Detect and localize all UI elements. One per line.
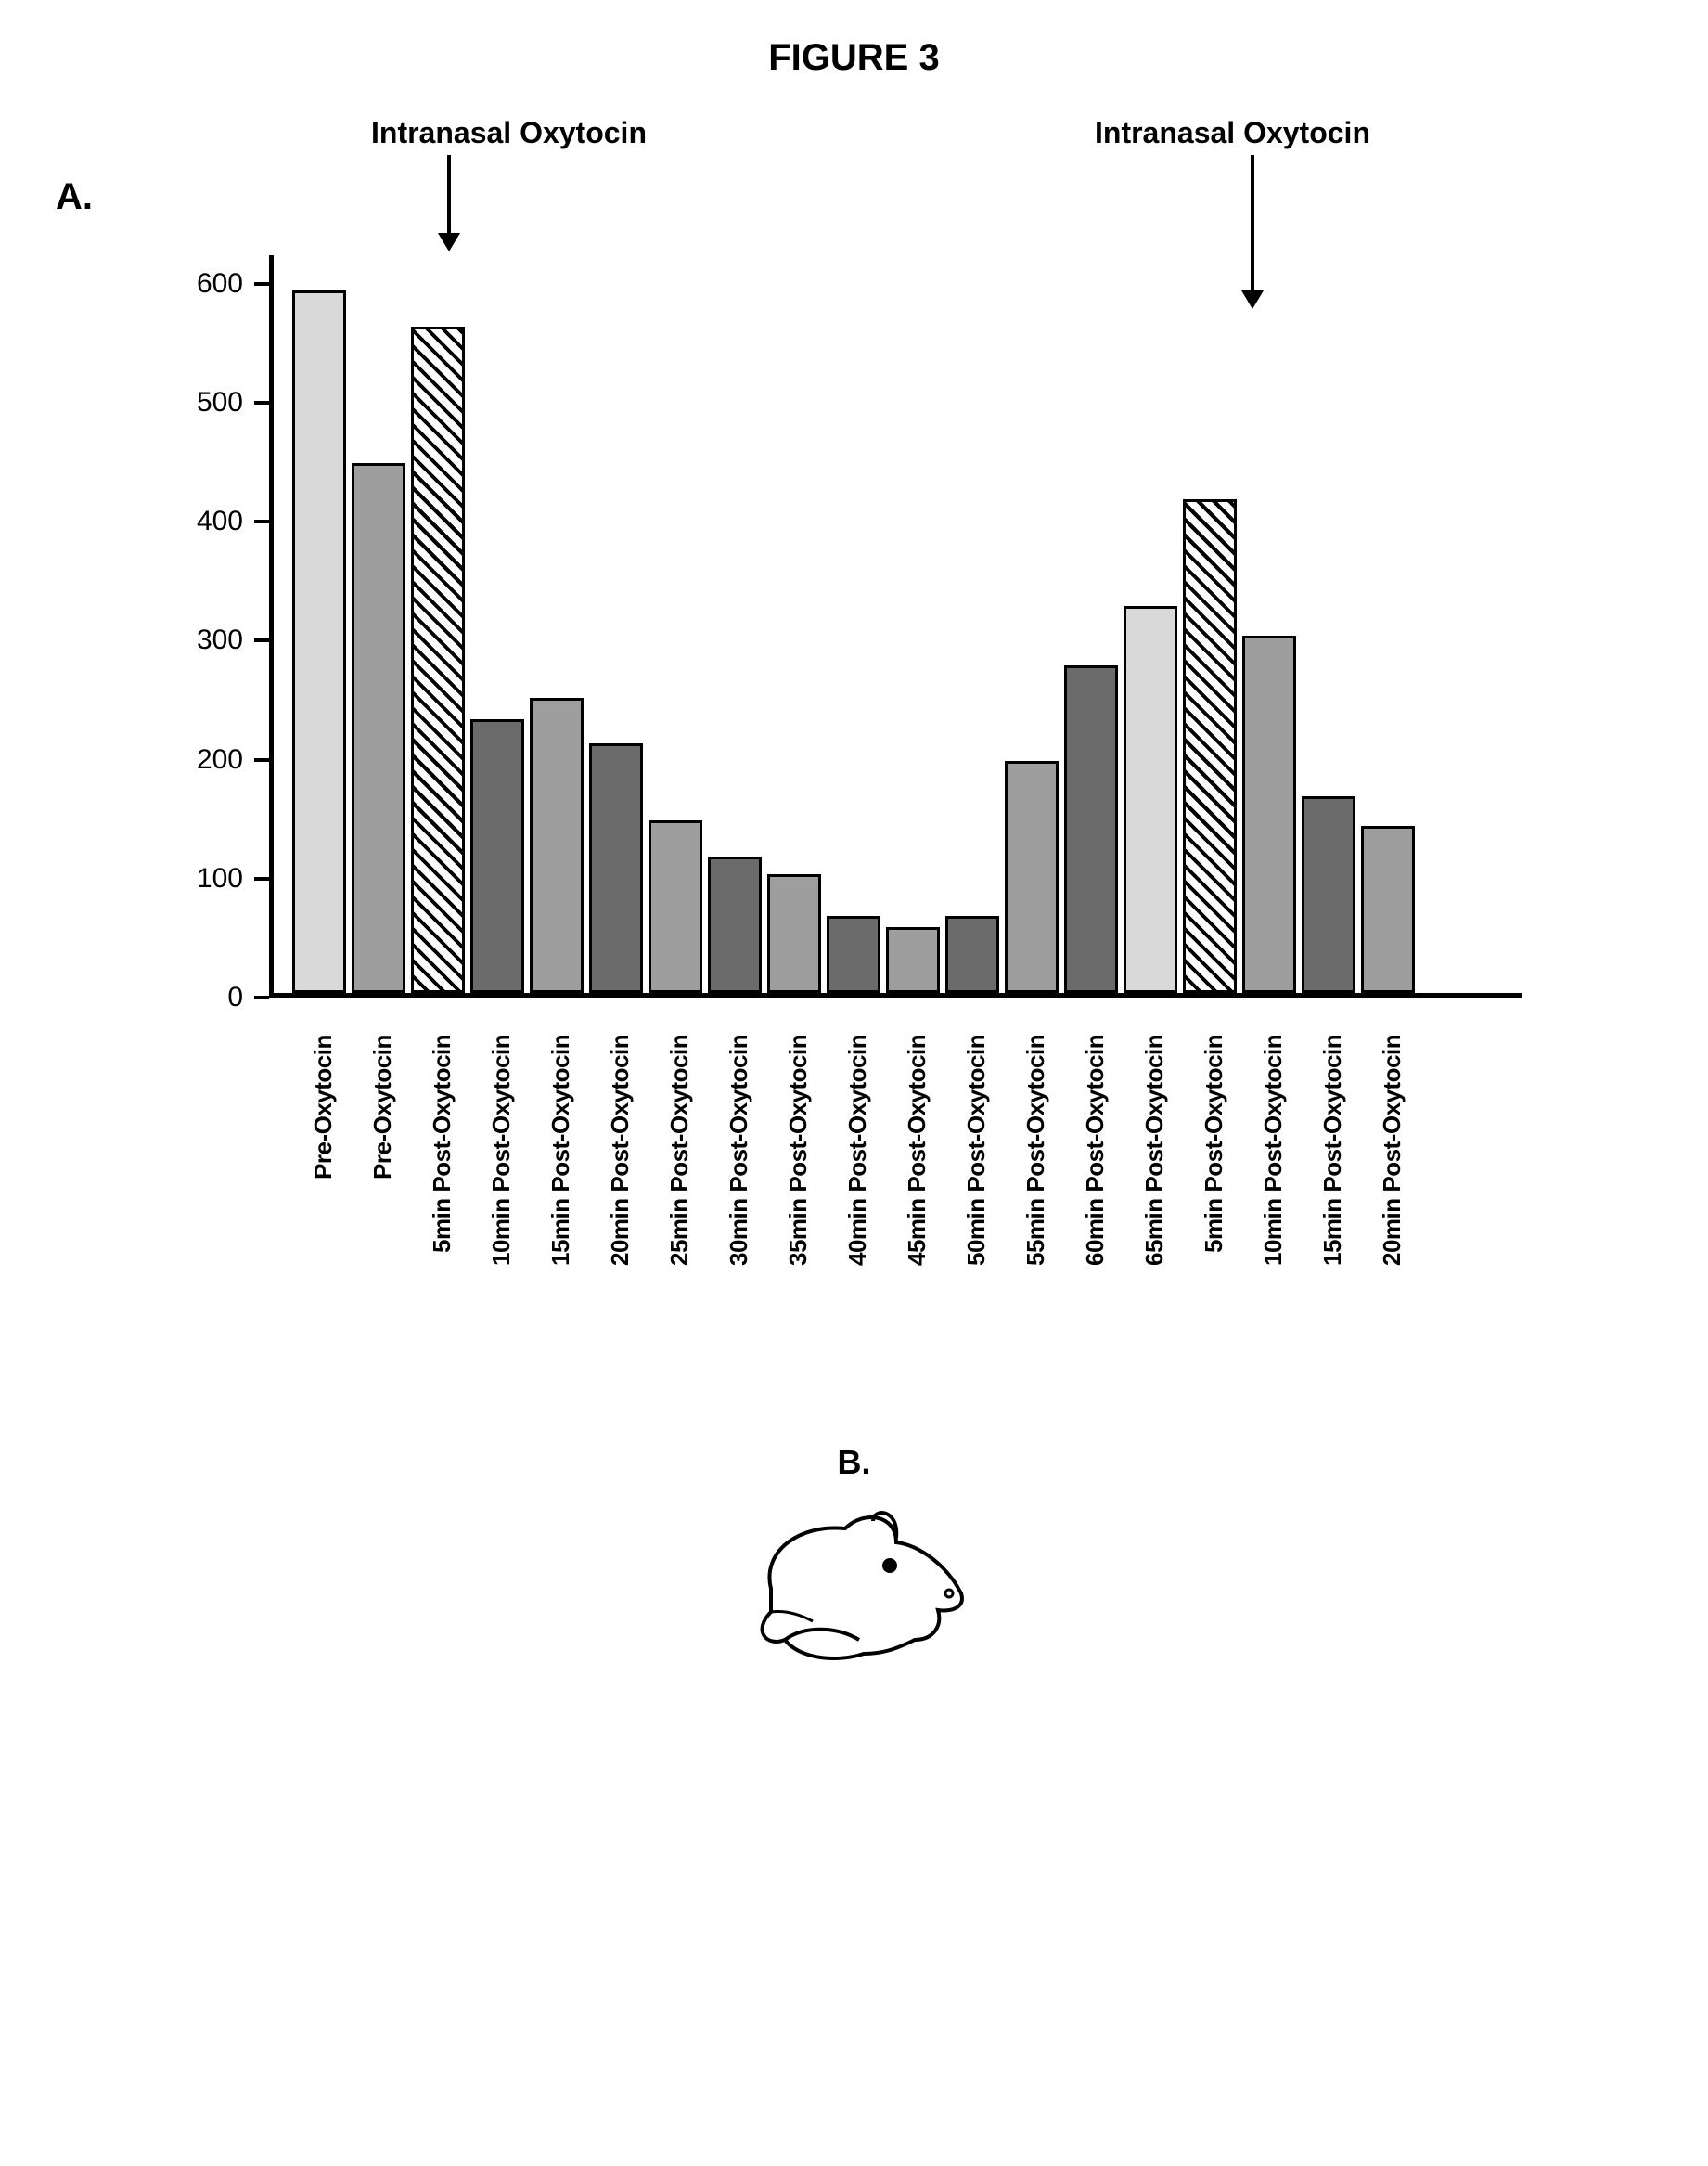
- bar: [945, 916, 999, 993]
- annotation-label: Intranasal Oxytocin: [371, 116, 647, 150]
- bar: [1183, 499, 1237, 993]
- x-tick-label: 45min Post-Oxytocin: [905, 1035, 958, 1387]
- bar: [708, 857, 762, 993]
- bar: [292, 290, 346, 993]
- x-tick-label: 10min Post-Oxytocin: [1261, 1035, 1315, 1387]
- x-tick-label: 5min Post-Oxytocin: [430, 1035, 483, 1387]
- y-tick-label: 200: [197, 744, 243, 776]
- bar: [411, 327, 465, 993]
- arrow-down-icon: [447, 155, 451, 237]
- bar: [827, 916, 880, 993]
- x-tick-label: 15min Post-Oxytocin: [1320, 1035, 1374, 1387]
- chart-annotations: Intranasal Oxytocin Intranasal Oxytocin: [288, 116, 1586, 227]
- x-tick-label: 5min Post-Oxytocin: [1201, 1035, 1255, 1387]
- figure-title: FIGURE 3: [37, 37, 1671, 79]
- x-tick-label: Pre-Oxytocin: [311, 1035, 365, 1387]
- bar: [767, 874, 821, 993]
- x-tick-label: 20min Post-Oxytocin: [1380, 1035, 1433, 1387]
- bar: [589, 743, 643, 993]
- x-tick-label: 50min Post-Oxytocin: [964, 1035, 1018, 1387]
- bar-chart: Action potentials/30 stimuli 01002003004…: [186, 227, 1577, 1025]
- x-axis-labels: Pre-OxytocinPre-Oxytocin5min Post-Oxytoc…: [292, 1035, 1545, 1387]
- bar: [1242, 636, 1296, 993]
- bar: [1064, 665, 1118, 993]
- x-tick-label: 20min Post-Oxytocin: [608, 1035, 661, 1387]
- figure-page: FIGURE 3 A. Intranasal OxytocinIntranasa…: [0, 0, 1708, 2166]
- x-tick-label: 35min Post-Oxytocin: [786, 1035, 840, 1387]
- bar: [470, 719, 524, 993]
- y-tick-label: 100: [197, 863, 243, 895]
- y-tick-label: 600: [197, 268, 243, 300]
- x-tick-label: 25min Post-Oxytocin: [667, 1035, 721, 1387]
- panel-b: B.: [37, 1443, 1671, 1677]
- x-tick-label: 10min Post-Oxytocin: [489, 1035, 543, 1387]
- bar: [649, 820, 702, 993]
- x-tick-label: Pre-Oxytocin: [370, 1035, 424, 1387]
- y-tick-label: 500: [197, 387, 243, 419]
- bar: [1302, 796, 1355, 993]
- x-tick-label: 55min Post-Oxytocin: [1023, 1035, 1077, 1387]
- x-tick-label: 60min Post-Oxytocin: [1083, 1035, 1137, 1387]
- bar: [1005, 761, 1059, 993]
- annotation-label: Intranasal Oxytocin: [1095, 116, 1370, 150]
- bar: [352, 463, 405, 993]
- y-tick-label: 300: [197, 625, 243, 656]
- y-tick-label: 0: [227, 982, 243, 1013]
- panel-b-label: B.: [838, 1443, 871, 1482]
- x-tick-label: 15min Post-Oxytocin: [548, 1035, 602, 1387]
- bar: [886, 927, 940, 993]
- y-axis: 0100200300400500600: [186, 255, 269, 998]
- bar: [530, 698, 584, 993]
- bar: [1124, 606, 1177, 993]
- x-tick-label: 30min Post-Oxytocin: [726, 1035, 780, 1387]
- x-tick-label: 40min Post-Oxytocin: [845, 1035, 899, 1387]
- rat-head-icon: [734, 1501, 975, 1677]
- y-tick-label: 400: [197, 506, 243, 537]
- x-tick-label: 65min Post-Oxytocin: [1142, 1035, 1196, 1387]
- bar: [1361, 826, 1415, 993]
- panel-a-label: A.: [56, 176, 93, 218]
- plot-area: [269, 255, 1522, 998]
